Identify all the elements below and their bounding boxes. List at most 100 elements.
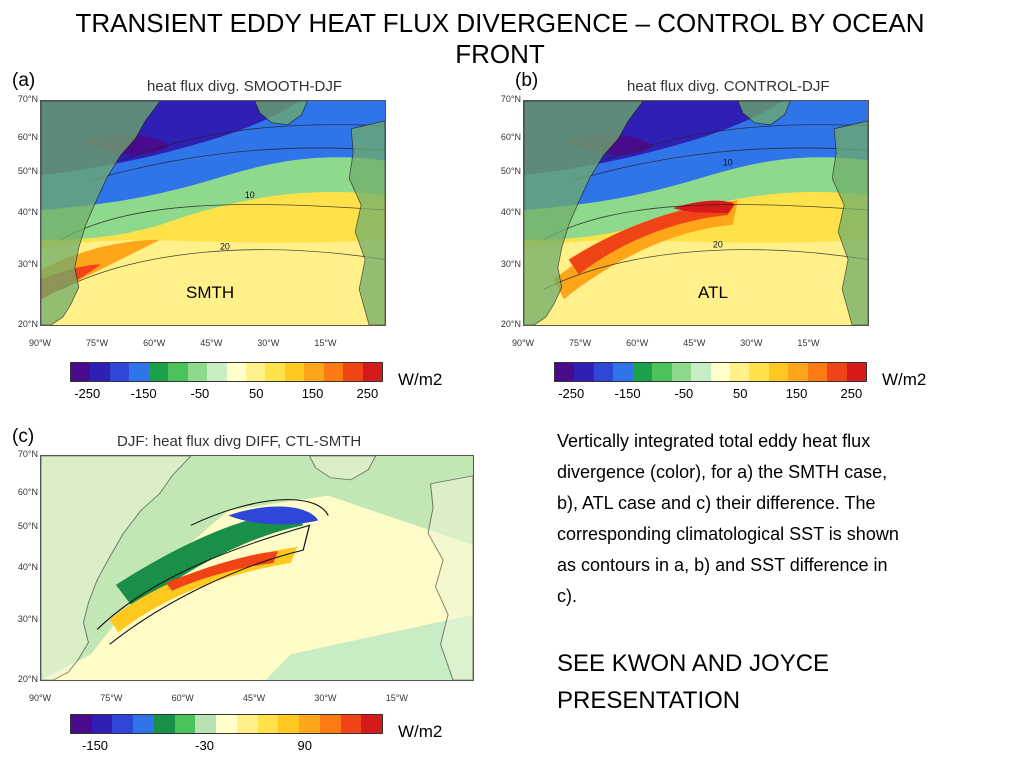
lat-tick-label: 30°N <box>500 258 521 269</box>
lon-tick-label: 45°W <box>683 338 706 348</box>
colorbar-swatch <box>71 363 91 381</box>
colorbar-swatch <box>652 363 672 381</box>
colorbar-swatch <box>148 363 169 381</box>
lat-tick-label: 20°N <box>500 318 521 329</box>
colorbar-tick-label: 250 <box>356 386 379 401</box>
panel-a-map: 10 20 <box>40 100 386 326</box>
panel-c-colorbar-unit: W/m2 <box>398 722 443 741</box>
colorbar-swatch <box>207 363 227 381</box>
lat-tick-label: 70°N <box>17 449 38 459</box>
colorbar-tick-label: 150 <box>785 386 808 401</box>
colorbar-swatch <box>319 715 341 733</box>
lon-tick-label: 90°W <box>28 338 52 348</box>
colorbar-swatch <box>340 715 362 733</box>
lon-tick-label: 60°W <box>143 338 166 348</box>
colorbar-tick-label: -250 <box>74 386 101 401</box>
colorbar-swatch <box>593 363 614 381</box>
lon-tick-label: 60°W <box>626 338 649 348</box>
panel-c-map <box>40 455 474 681</box>
lon-tick-label: 75°W <box>569 338 592 348</box>
colorbar-swatch <box>807 363 828 381</box>
colorbar-swatch <box>278 715 300 733</box>
panel-b-letter: (b) <box>515 70 539 91</box>
contour-label: 20 <box>220 242 230 252</box>
map-field: 10 20 <box>524 101 868 325</box>
lon-tick-label: 60°W <box>171 693 194 703</box>
colorbar-swatch <box>555 363 575 381</box>
contour-label: 10 <box>245 190 255 200</box>
lon-tick-label: 15°W <box>385 693 408 703</box>
contour-label: 20 <box>713 240 723 250</box>
colorbar-tick-label: 90 <box>297 738 312 753</box>
colorbar-swatch <box>299 715 320 733</box>
lat-tick-label: 70°N <box>500 94 521 104</box>
colorbar-swatch <box>91 715 113 733</box>
lat-tick-label: 40°N <box>17 207 38 217</box>
colorbar-tick-label: -150 <box>130 386 157 401</box>
lat-tick-label: 50°N <box>17 166 38 177</box>
colorbar-swatch <box>632 363 653 381</box>
panel-a-colorbar <box>70 362 383 382</box>
colorbar-swatch <box>691 363 711 381</box>
colorbar-tick-label: -50 <box>190 386 210 401</box>
lat-tick-label: 30°N <box>17 613 38 624</box>
lat-tick-label: 50°N <box>500 166 521 177</box>
colorbar-swatch <box>187 363 208 381</box>
lon-tick-label: 45°W <box>200 338 223 348</box>
panel-b-map: 10 20 <box>523 100 869 326</box>
panel-c-colorbar <box>70 714 383 734</box>
colorbar-swatch <box>153 715 175 733</box>
slide-title: TRANSIENT EDDY HEAT FLUX DIVERGENCE – CO… <box>75 8 925 69</box>
colorbar-swatch <box>788 363 808 381</box>
colorbar-tick-label: -30 <box>195 738 214 753</box>
map-field <box>41 456 473 680</box>
colorbar-swatch <box>343 363 363 381</box>
colorbar-swatch <box>749 363 769 381</box>
lon-tick-label: 15°W <box>314 338 337 348</box>
lat-tick-label: 60°N <box>17 132 38 143</box>
lat-tick-label: 60°N <box>500 132 521 143</box>
colorbar-swatch <box>216 715 237 733</box>
colorbar-swatch <box>323 363 344 381</box>
colorbar-tick-label: 50 <box>249 386 264 401</box>
colorbar-swatch <box>226 363 246 381</box>
panel-b-case-label: ATL <box>698 283 728 302</box>
colorbar-swatch <box>168 363 188 381</box>
map-field: 10 20 <box>41 101 385 325</box>
colorbar-swatch <box>613 363 633 381</box>
colorbar-swatch <box>768 363 789 381</box>
colorbar-tick-label: -50 <box>674 386 694 401</box>
lat-tick-label: 50°N <box>17 521 38 532</box>
colorbar-swatch <box>109 363 130 381</box>
lon-tick-label: 75°W <box>86 338 109 348</box>
lon-tick-label: 75°W <box>100 693 123 703</box>
colorbar-swatch <box>304 363 324 381</box>
lon-tick-label: 30°W <box>257 338 280 348</box>
lon-tick-label: 45°W <box>243 693 266 703</box>
colorbar-swatch <box>710 363 730 381</box>
figure-caption: Vertically integrated total eddy heat fl… <box>557 431 899 606</box>
colorbar-swatch <box>133 715 154 733</box>
panel-c-letter: (c) <box>12 426 35 447</box>
panel-b-colorbar <box>554 362 867 382</box>
colorbar-swatch <box>265 363 285 381</box>
lon-tick-label: 90°W <box>28 693 52 703</box>
contour-label: 10 <box>723 157 733 167</box>
panel-a-colorbar-unit: W/m2 <box>398 370 443 389</box>
colorbar-swatch <box>129 363 149 381</box>
colorbar-tick-label: 150 <box>301 386 324 401</box>
panel-b-map-title: heat flux divg. CONTROL-DJF <box>627 78 830 95</box>
colorbar-swatch <box>671 363 692 381</box>
colorbar-swatch <box>361 715 383 733</box>
lon-tick-label: 30°W <box>740 338 763 348</box>
colorbar-swatch <box>195 715 217 733</box>
colorbar-swatch <box>112 715 134 733</box>
lat-tick-label: 20°N <box>17 318 38 329</box>
colorbar-tick-label: 50 <box>733 386 748 401</box>
lon-tick-label: 90°W <box>511 338 535 348</box>
colorbar-swatch <box>729 363 750 381</box>
caption-note: SEE KWON AND JOYCE PRESENTATION <box>557 650 830 714</box>
lat-tick-label: 40°N <box>17 562 38 572</box>
colorbar-swatch <box>245 363 266 381</box>
colorbar-swatch <box>90 363 110 381</box>
